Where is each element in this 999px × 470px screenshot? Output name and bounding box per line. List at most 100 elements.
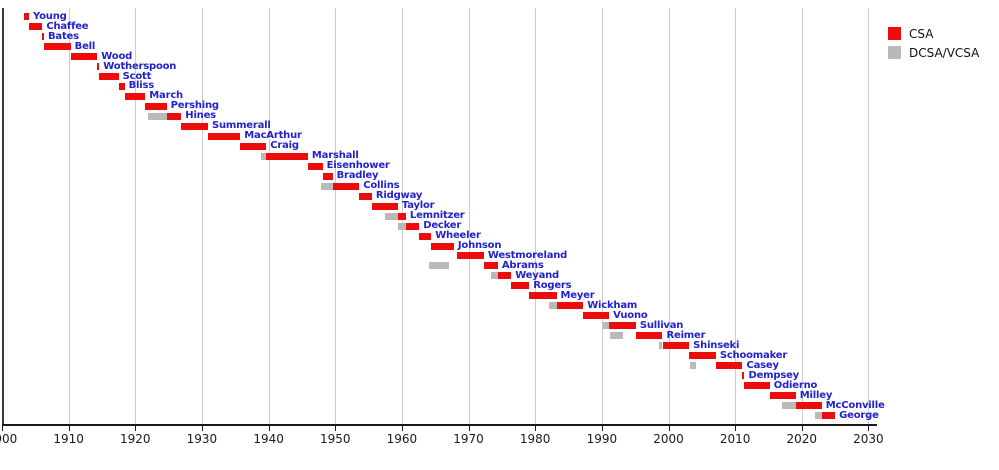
person-label-odierno[interactable]: Odierno xyxy=(773,379,818,391)
person-label-ridgway[interactable]: Ridgway xyxy=(375,190,423,202)
csa-bar-marshall[interactable] xyxy=(266,152,308,160)
csa-bar-mcconville[interactable] xyxy=(795,402,822,410)
person-label-meyer[interactable]: Meyer xyxy=(560,289,595,301)
csa-bar-reimer[interactable] xyxy=(635,332,663,340)
csa-bar-casey[interactable] xyxy=(715,362,743,370)
csa-bar-collins[interactable] xyxy=(332,182,360,190)
csa-bar-scott[interactable] xyxy=(99,73,119,81)
person-label-vuono[interactable]: Vuono xyxy=(613,309,648,321)
person-label-casey[interactable]: Casey xyxy=(746,359,779,371)
csa-bar-wickham[interactable] xyxy=(556,302,584,310)
csa-bar-young[interactable] xyxy=(23,13,29,21)
person-label-wotherspoon[interactable]: Wotherspoon xyxy=(103,60,177,72)
csa-bar-odierno[interactable] xyxy=(744,382,770,390)
vcsa-bar-lemnitzer[interactable] xyxy=(384,212,398,220)
csa-bar-bradley[interactable] xyxy=(322,172,333,180)
vcsa-bar-sullivan[interactable] xyxy=(603,322,610,330)
person-label-lemnitzer[interactable]: Lemnitzer xyxy=(409,210,465,222)
csa-bar-wheeler[interactable] xyxy=(419,232,432,240)
csa-bar-bliss[interactable] xyxy=(118,82,125,90)
csa-bar-march[interactable] xyxy=(124,92,146,100)
person-label-decker[interactable]: Decker xyxy=(423,220,462,232)
person-label-march[interactable]: March xyxy=(149,90,183,102)
person-label-milley[interactable]: Milley xyxy=(799,389,833,401)
person-label-taylor[interactable]: Taylor xyxy=(401,200,435,212)
person-label-summerall[interactable]: Summerall xyxy=(211,120,271,132)
person-label-rogers[interactable]: Rogers xyxy=(533,279,572,291)
person-label-dempsey[interactable]: Dempsey xyxy=(748,369,799,381)
csa-bar-dempsey[interactable] xyxy=(742,372,745,380)
csa-bar-schoomaker[interactable] xyxy=(689,352,716,360)
person-label-schoomaker[interactable]: Schoomaker xyxy=(719,349,788,361)
person-label-george[interactable]: George xyxy=(839,409,879,421)
csa-bar-milley[interactable] xyxy=(769,392,796,400)
axis-tick-label-2010: 2010 xyxy=(719,432,751,446)
vcsa-bar-hines[interactable] xyxy=(148,112,167,120)
vcsa-bar-mcconville[interactable] xyxy=(781,402,796,410)
person-label-hines[interactable]: Hines xyxy=(185,110,216,122)
csa-bar-macarthur[interactable] xyxy=(207,132,241,140)
person-label-eisenhower[interactable]: Eisenhower xyxy=(326,160,390,172)
person-label-westmoreland[interactable]: Westmoreland xyxy=(487,249,568,261)
person-label-mcconville[interactable]: McConville xyxy=(825,399,885,411)
vcsa-bar-marshall[interactable] xyxy=(260,152,267,160)
csa-bar-decker[interactable] xyxy=(405,222,420,230)
csa-bar-vuono[interactable] xyxy=(583,312,610,320)
csa-bar-wotherspoon[interactable] xyxy=(97,63,100,71)
person-label-bliss[interactable]: Bliss xyxy=(128,80,155,92)
csa-bar-weyand[interactable] xyxy=(497,272,512,280)
csa-bar-abrams[interactable] xyxy=(483,262,498,270)
csa-bar-craig[interactable] xyxy=(240,142,267,150)
csa-bar-hines[interactable] xyxy=(166,112,182,120)
csa-bar-lemnitzer[interactable] xyxy=(397,212,406,220)
csa-bar-westmoreland[interactable] xyxy=(456,252,484,260)
person-label-craig[interactable]: Craig xyxy=(270,140,299,152)
person-label-weyand[interactable]: Weyand xyxy=(515,269,560,281)
csa-bar-ridgway[interactable] xyxy=(359,192,372,200)
vcsa-bar-decker[interactable] xyxy=(397,222,406,230)
person-label-bradley[interactable]: Bradley xyxy=(336,170,379,182)
person-label-scott[interactable]: Scott xyxy=(122,70,152,82)
vcsa-bar-collins[interactable] xyxy=(320,182,333,190)
vcsa-legend-label: DCSA/VCSA xyxy=(909,45,980,60)
person-label-bell[interactable]: Bell xyxy=(74,40,96,52)
csa-bar-summerall[interactable] xyxy=(181,122,208,130)
vcsa-bar-weyand[interactable] xyxy=(490,272,498,280)
csa-bar-george[interactable] xyxy=(821,412,836,419)
person-label-marshall[interactable]: Marshall xyxy=(311,150,359,162)
axis-tick-1940 xyxy=(268,426,270,431)
person-label-wickham[interactable]: Wickham xyxy=(587,299,638,311)
person-label-abrams[interactable]: Abrams xyxy=(501,259,544,271)
gridline-1930 xyxy=(201,8,203,425)
person-label-bates[interactable]: Bates xyxy=(47,30,79,42)
csa-bar-pershing[interactable] xyxy=(145,102,167,110)
person-label-macarthur[interactable]: MacArthur xyxy=(244,130,302,142)
vcsa-bar-george[interactable] xyxy=(815,412,822,419)
person-label-chaffee[interactable]: Chaffee xyxy=(46,20,89,32)
csa-bar-johnson[interactable] xyxy=(431,242,454,250)
vcsa-bar-abrams[interactable] xyxy=(428,262,449,270)
person-label-johnson[interactable]: Johnson xyxy=(457,240,502,251)
csa-bar-bell[interactable] xyxy=(43,43,71,51)
person-label-young[interactable]: Young xyxy=(32,10,67,22)
person-label-sullivan[interactable]: Sullivan xyxy=(639,319,684,331)
vcsa-bar-shinseki[interactable] xyxy=(658,342,663,350)
csa-bar-chaffee[interactable] xyxy=(28,23,43,31)
csa-bar-taylor[interactable] xyxy=(371,202,398,210)
csa-bar-shinseki[interactable] xyxy=(662,342,690,350)
csa-bar-meyer[interactable] xyxy=(529,292,557,300)
vcsa-bar-casey[interactable] xyxy=(689,362,697,370)
csa-bar-wood[interactable] xyxy=(70,53,98,61)
person-label-wood[interactable]: Wood xyxy=(101,50,133,62)
person-label-collins[interactable]: Collins xyxy=(363,180,400,192)
person-label-wheeler[interactable]: Wheeler xyxy=(435,230,481,242)
csa-bar-sullivan[interactable] xyxy=(609,322,636,330)
csa-bar-rogers[interactable] xyxy=(511,282,530,290)
vcsa-bar-wickham[interactable] xyxy=(549,302,557,310)
person-label-shinseki[interactable]: Shinseki xyxy=(693,339,740,351)
csa-bar-bates[interactable] xyxy=(42,33,44,41)
csa-bar-eisenhower[interactable] xyxy=(307,162,323,170)
person-label-reimer[interactable]: Reimer xyxy=(666,329,706,341)
vcsa-bar-reimer[interactable] xyxy=(609,332,624,340)
person-label-pershing[interactable]: Pershing xyxy=(170,100,219,112)
